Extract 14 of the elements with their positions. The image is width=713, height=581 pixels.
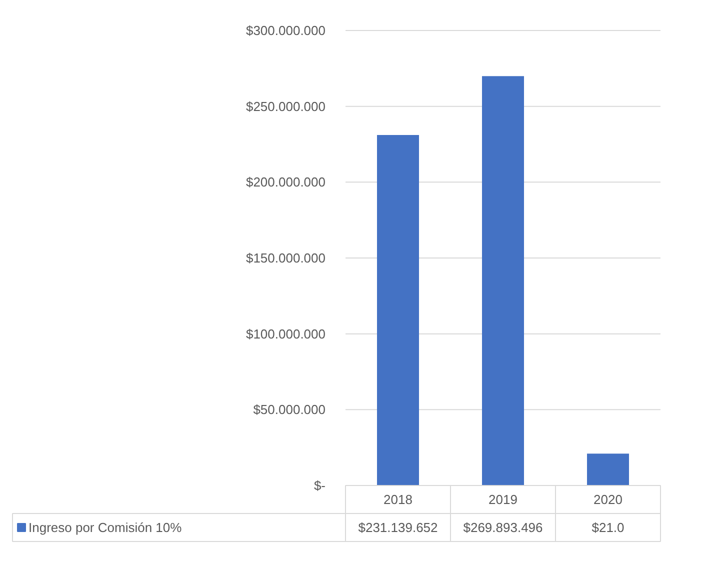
y-tick-label: $- [314,478,326,493]
y-tick-label: $300.000.000 [246,23,326,38]
y-tick-label: $150.000.000 [246,250,326,266]
text: $269.893.496 [463,520,543,535]
y-tick-label: $100.000.000 [246,326,326,342]
y-tick-label: $200.000.000 [246,174,326,190]
x-tick-label: 2018 [384,492,412,507]
x-tick-label: 2019 [488,492,518,507]
x-tick-label: 2020 [594,492,622,507]
y-tick-label: $50.000.000 [253,402,326,418]
legend-label: Ingreso por Comisión 10% [28,520,182,535]
y-tick-label: $250.000.000 [246,98,326,114]
text: $231.139.652 [358,520,438,535]
text: $21.0 [592,520,624,535]
